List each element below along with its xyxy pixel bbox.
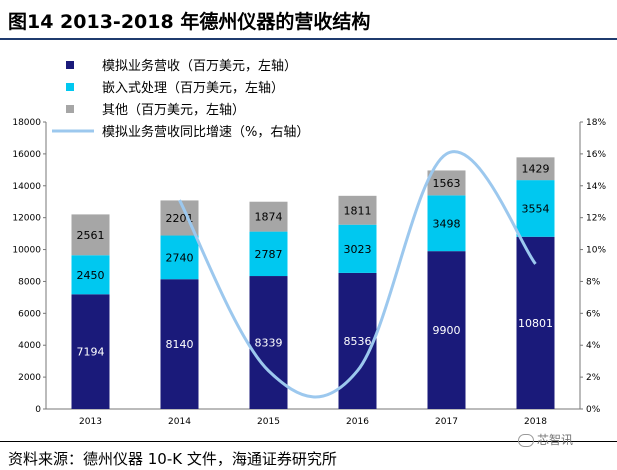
data-label: 1811 (344, 204, 372, 217)
right-tick-label: 4% (586, 341, 601, 351)
bar-segment (516, 157, 555, 181)
legend-label: 模拟业务营收同比增速（%，右轴） (102, 124, 309, 140)
data-label: 7194 (77, 346, 105, 359)
x-tick-label: 2015 (257, 417, 280, 427)
left-tick-label: 6000 (18, 309, 41, 319)
data-label: 2450 (77, 269, 105, 282)
watermark: 芯智讯 (518, 431, 573, 448)
stacked-bar-chart: 0 2000 4000 6000 8000 10000 12000 14000 16000 180… (12, 58, 606, 427)
bar-segment (427, 251, 466, 409)
x-tick-label: 2014 (168, 417, 191, 427)
right-tick-label: 14% (586, 182, 606, 192)
watermark-text: 芯智讯 (537, 433, 574, 447)
legend-swatch (66, 83, 74, 91)
data-label: 8140 (166, 338, 194, 351)
bar-segment (249, 276, 288, 409)
right-tick-label: 18% (586, 118, 606, 128)
right-tick-label: 0% (586, 405, 601, 415)
data-label: 10801 (518, 317, 553, 330)
left-tick-label: 12000 (12, 214, 41, 224)
data-label: 1563 (433, 177, 461, 190)
bar-segment (249, 201, 288, 232)
bar-segment (516, 180, 555, 237)
left-tick-label: 8000 (18, 277, 41, 287)
right-tick-label: 12% (586, 214, 606, 224)
left-tick-label: 4000 (18, 341, 41, 351)
data-label: 9900 (433, 324, 461, 337)
bar-segment (160, 279, 199, 409)
bar-segment (71, 214, 110, 256)
source-note: 资料来源：德州仪器 10-K 文件，海通证券研究所 (8, 450, 337, 468)
data-label: 1429 (522, 163, 550, 176)
data-label: 8339 (255, 337, 283, 350)
bar-segment (427, 170, 466, 196)
left-tick-label: 2000 (18, 373, 41, 383)
data-label: 2561 (77, 229, 105, 242)
left-tick-label: 16000 (12, 150, 41, 160)
bar-segment (71, 294, 110, 409)
right-tick-label: 2% (586, 373, 601, 383)
bar-segment (160, 235, 199, 280)
right-tick-label: 10% (586, 246, 606, 256)
data-label: 2787 (255, 248, 283, 261)
bar-segment (338, 224, 377, 273)
legend-label: 其他（百万美元，左轴） (102, 103, 245, 118)
x-tick-label: 2016 (346, 417, 369, 427)
data-label: 1874 (255, 211, 283, 224)
growth-line (178, 150, 537, 399)
legend-label: 模拟业务营收（百万美元，左轴） (102, 58, 297, 74)
left-tick-label: 18000 (12, 118, 41, 128)
bar-segment (427, 195, 466, 252)
right-tick-label: 8% (586, 277, 601, 287)
left-tick-label: 0 (35, 405, 41, 415)
bar-segment (71, 255, 110, 295)
right-tick-label: 6% (586, 309, 601, 319)
source-divider (0, 441, 617, 442)
chart-title: 图14 2013-2018 年德州仪器的营收结构 (8, 11, 371, 33)
left-tick-label: 14000 (12, 182, 41, 192)
x-tick-label: 2017 (435, 417, 458, 427)
bar-segment (338, 272, 377, 409)
data-label: 2740 (166, 251, 194, 264)
left-tick-label: 10000 (12, 246, 41, 256)
bar-segment (516, 236, 555, 409)
x-tick-label: 2018 (524, 417, 547, 427)
bar-segment (338, 195, 377, 225)
data-label: 3498 (433, 217, 461, 230)
legend-swatch (66, 105, 74, 113)
x-tick-label: 2013 (79, 417, 102, 427)
data-label: 3023 (344, 243, 372, 256)
bar-segment (249, 231, 288, 277)
right-tick-label: 16% (586, 150, 606, 160)
data-label: 8536 (344, 335, 372, 348)
data-label: 3554 (522, 202, 550, 215)
wechat-icon (518, 434, 534, 447)
legend-label: 嵌入式处理（百万美元，左轴） (102, 81, 284, 96)
title-bar: 图14 2013-2018 年德州仪器的营收结构 (0, 0, 617, 40)
legend-swatch (66, 61, 74, 69)
